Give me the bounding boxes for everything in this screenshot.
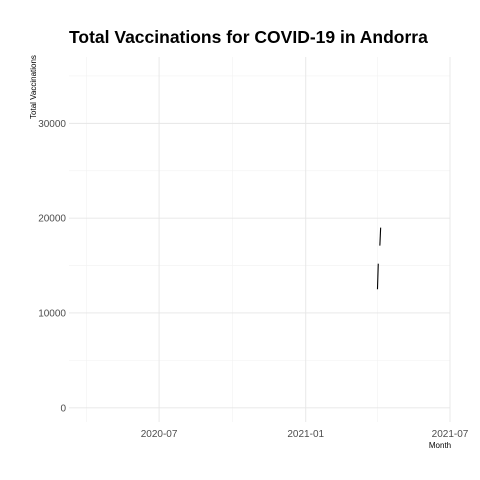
- x-axis-ticks: 2020-07 2021-01 2021-07: [141, 429, 469, 440]
- x-axis-label: Month: [429, 441, 451, 450]
- major-grid: [69, 57, 451, 422]
- x-tick-label: 2021-01: [287, 429, 324, 440]
- y-axis-ticks: 0 10000 20000 30000: [38, 119, 66, 414]
- y-tick-label: 20000: [38, 214, 66, 225]
- minor-grid: [69, 57, 450, 422]
- chart-title: Total Vaccinations for COVID-19 in Andor…: [69, 27, 428, 47]
- y-tick-label: 30000: [38, 119, 66, 130]
- x-tick-label: 2020-07: [141, 429, 178, 440]
- y-tick-label: 10000: [38, 308, 66, 319]
- series-lines: [376, 227, 382, 290]
- series-line-segment: [376, 263, 379, 290]
- y-tick-label: 0: [60, 403, 66, 414]
- x-tick-label: 2021-07: [432, 429, 469, 440]
- series-line-segment: [379, 227, 382, 246]
- y-axis-label: Total Vaccinations: [29, 55, 38, 119]
